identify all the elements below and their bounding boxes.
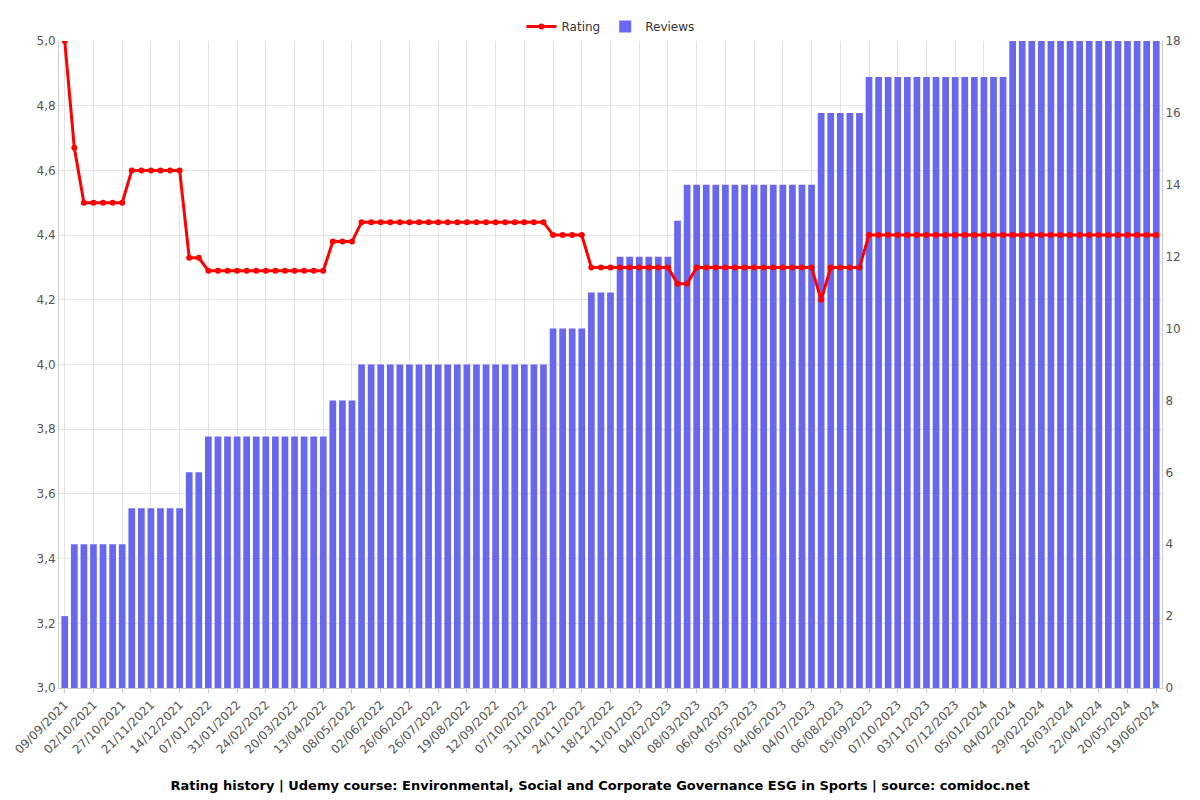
svg-text:18/12/2022: 18/12/2022 xyxy=(558,698,617,757)
svg-text:04/06/2023: 04/06/2023 xyxy=(730,698,789,757)
svg-text:3,4: 3,4 xyxy=(37,552,56,566)
svg-text:14/12/2021: 14/12/2021 xyxy=(127,698,186,757)
svg-text:4,6: 4,6 xyxy=(37,164,56,178)
svg-text:07/12/2023: 07/12/2023 xyxy=(903,698,962,757)
svg-text:Rating: Rating xyxy=(562,20,601,34)
svg-text:6: 6 xyxy=(1165,466,1173,480)
svg-text:04/02/2024: 04/02/2024 xyxy=(960,698,1019,757)
svg-text:04/02/2023: 04/02/2023 xyxy=(616,698,675,757)
svg-text:24/02/2022: 24/02/2022 xyxy=(213,698,272,757)
svg-text:09/09/2021: 09/09/2021 xyxy=(12,698,71,757)
svg-text:13/04/2022: 13/04/2022 xyxy=(271,698,330,757)
svg-text:05/05/2023: 05/05/2023 xyxy=(702,698,761,757)
svg-text:3,6: 3,6 xyxy=(37,487,56,501)
svg-text:07/01/2022: 07/01/2022 xyxy=(156,698,215,757)
svg-text:5,0: 5,0 xyxy=(37,34,56,48)
svg-text:22/04/2024: 22/04/2024 xyxy=(1046,698,1105,757)
svg-text:31/01/2022: 31/01/2022 xyxy=(185,698,244,757)
svg-text:03/11/2023: 03/11/2023 xyxy=(874,698,933,757)
svg-text:8: 8 xyxy=(1165,394,1173,408)
svg-text:27/10/2021: 27/10/2021 xyxy=(70,698,129,757)
svg-text:12: 12 xyxy=(1165,250,1180,264)
svg-text:20/05/2024: 20/05/2024 xyxy=(1075,698,1134,757)
svg-text:3,0: 3,0 xyxy=(37,681,56,695)
svg-text:29/02/2024: 29/02/2024 xyxy=(989,698,1048,757)
svg-text:06/04/2023: 06/04/2023 xyxy=(673,698,732,757)
svg-text:07/10/2023: 07/10/2023 xyxy=(845,698,904,757)
svg-text:4,2: 4,2 xyxy=(37,293,56,307)
svg-text:Rating history | Udemy course:: Rating history | Udemy course: Environme… xyxy=(170,778,1029,793)
svg-text:3,2: 3,2 xyxy=(37,617,56,631)
svg-text:04/07/2023: 04/07/2023 xyxy=(759,698,818,757)
svg-text:4: 4 xyxy=(1165,537,1173,551)
svg-text:19/06/2024: 19/06/2024 xyxy=(1104,698,1163,757)
svg-text:16: 16 xyxy=(1165,106,1180,120)
svg-text:05/01/2024: 05/01/2024 xyxy=(931,698,990,757)
svg-text:14: 14 xyxy=(1165,178,1180,192)
svg-text:26/03/2024: 26/03/2024 xyxy=(1018,698,1077,757)
svg-text:Reviews: Reviews xyxy=(645,20,694,34)
svg-text:2: 2 xyxy=(1165,609,1173,623)
svg-text:24/11/2022: 24/11/2022 xyxy=(529,698,588,757)
svg-text:20/03/2022: 20/03/2022 xyxy=(242,698,301,757)
svg-text:31/10/2022: 31/10/2022 xyxy=(501,698,560,757)
svg-text:10: 10 xyxy=(1165,322,1180,336)
svg-text:4,8: 4,8 xyxy=(37,99,56,113)
svg-text:21/11/2021: 21/11/2021 xyxy=(98,698,157,757)
svg-text:08/03/2023: 08/03/2023 xyxy=(644,698,703,757)
svg-text:07/10/2022: 07/10/2022 xyxy=(472,698,531,757)
svg-text:02/06/2022: 02/06/2022 xyxy=(328,698,387,757)
svg-text:26/06/2022: 26/06/2022 xyxy=(357,698,416,757)
svg-text:3,8: 3,8 xyxy=(37,422,56,436)
svg-text:08/05/2022: 08/05/2022 xyxy=(300,698,359,757)
svg-text:05/09/2023: 05/09/2023 xyxy=(817,698,876,757)
svg-text:4,4: 4,4 xyxy=(37,228,56,242)
svg-text:4,0: 4,0 xyxy=(37,358,56,372)
svg-text:26/07/2022: 26/07/2022 xyxy=(386,698,445,757)
svg-text:11/01/2023: 11/01/2023 xyxy=(587,698,646,757)
svg-text:18: 18 xyxy=(1165,34,1180,48)
svg-text:0: 0 xyxy=(1165,681,1173,695)
svg-text:19/08/2022: 19/08/2022 xyxy=(414,698,473,757)
svg-text:02/10/2021: 02/10/2021 xyxy=(41,698,100,757)
svg-text:06/08/2023: 06/08/2023 xyxy=(788,698,847,757)
svg-text:12/09/2022: 12/09/2022 xyxy=(443,698,502,757)
